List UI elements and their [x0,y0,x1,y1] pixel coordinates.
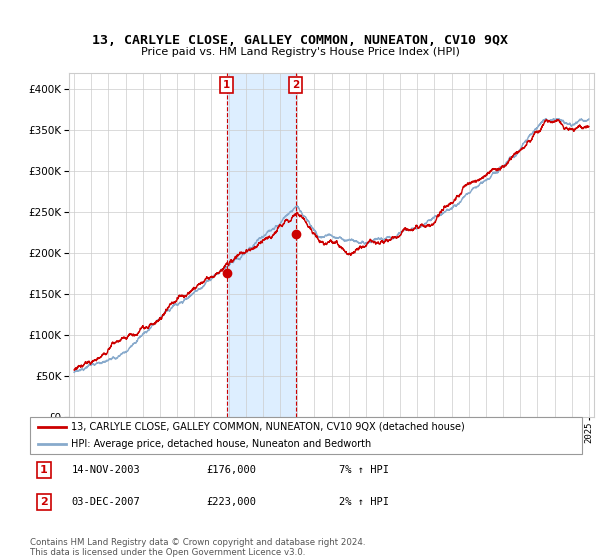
Text: £176,000: £176,000 [206,465,257,475]
Text: 2% ↑ HPI: 2% ↑ HPI [339,497,389,507]
Text: £223,000: £223,000 [206,497,257,507]
FancyBboxPatch shape [30,417,582,454]
Text: 2: 2 [40,497,47,507]
Text: Price paid vs. HM Land Registry's House Price Index (HPI): Price paid vs. HM Land Registry's House … [140,47,460,57]
Text: 13, CARLYLE CLOSE, GALLEY COMMON, NUNEATON, CV10 9QX (detached house): 13, CARLYLE CLOSE, GALLEY COMMON, NUNEAT… [71,422,465,432]
Text: Contains HM Land Registry data © Crown copyright and database right 2024.: Contains HM Land Registry data © Crown c… [30,538,365,547]
Text: 13, CARLYLE CLOSE, GALLEY COMMON, NUNEATON, CV10 9QX: 13, CARLYLE CLOSE, GALLEY COMMON, NUNEAT… [92,34,508,46]
Text: 14-NOV-2003: 14-NOV-2003 [71,465,140,475]
Text: HPI: Average price, detached house, Nuneaton and Bedworth: HPI: Average price, detached house, Nune… [71,439,371,449]
Text: This data is licensed under the Open Government Licence v3.0.: This data is licensed under the Open Gov… [30,548,305,557]
Text: 03-DEC-2007: 03-DEC-2007 [71,497,140,507]
Text: 1: 1 [223,80,230,90]
Text: 2: 2 [292,80,299,90]
Text: 1: 1 [40,465,47,475]
Text: 7% ↑ HPI: 7% ↑ HPI [339,465,389,475]
